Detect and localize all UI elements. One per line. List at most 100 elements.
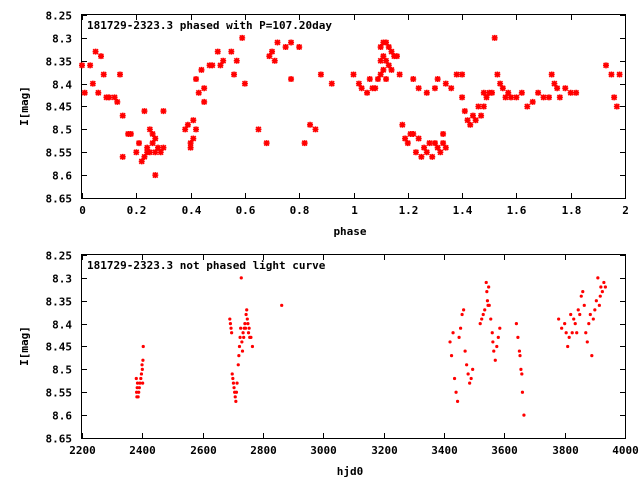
unphased-data-point — [603, 285, 607, 289]
phased-data-point — [437, 149, 444, 156]
phased-y-tick-label: 8.35 — [46, 56, 73, 69]
phased-data-point — [377, 44, 384, 51]
unphased-data-point — [234, 390, 239, 394]
phased-data-point — [385, 44, 392, 51]
phased-data-point — [358, 85, 365, 92]
phased-data-point — [364, 89, 371, 96]
unphased-data-point — [519, 367, 523, 371]
unphased-data-point — [493, 358, 497, 362]
unphased-data-point — [250, 344, 255, 349]
unphased-data-point — [280, 303, 284, 307]
unphased-data-point — [522, 413, 526, 417]
phased-data-point — [187, 140, 194, 147]
unphased-plot-title: 181729-2323.3 not phased light curve — [87, 259, 326, 272]
phased-data-point — [228, 48, 235, 55]
phased-data-point — [545, 94, 552, 101]
unphased-data-point — [457, 335, 461, 339]
unphased-x-tick-label: 3200 — [371, 444, 398, 457]
unphased-x-tick-label: 3800 — [552, 444, 579, 457]
unphased-data-point — [448, 340, 452, 344]
unphased-data-point — [483, 308, 487, 312]
phased-ticks: 0 0.2 0.4 0.6 0.8 1 1.2 1.4 1.6 1.8 2 8.25 8.3 8.35 8.… — [46, 10, 629, 218]
unphased-data-point — [602, 280, 606, 285]
phased-data-point — [412, 149, 419, 156]
unphased-data-point — [137, 390, 141, 394]
phased-x-tick-label: 1 — [351, 204, 358, 217]
unphased-data-point — [487, 285, 491, 289]
phased-data-point — [241, 80, 248, 87]
phased-data-point — [467, 121, 474, 128]
phased-data-point — [193, 76, 200, 83]
phased-data-point — [190, 135, 197, 142]
phased-data-point — [146, 126, 153, 133]
phased-data-point — [274, 39, 281, 46]
unphased-data-point — [240, 340, 244, 344]
unphased-x-tick-label: 2800 — [250, 444, 277, 457]
phased-data-point — [217, 62, 224, 69]
unphased-x-tick-label: 3000 — [310, 444, 337, 457]
unphased-data-point — [246, 322, 250, 326]
unphased-data-point — [463, 349, 467, 353]
phased-data-point — [366, 76, 373, 83]
unphased-light-curve-panel: 181729-2323.3 not phased light curve hjd… — [18, 250, 639, 479]
unphased-data-point — [471, 367, 475, 371]
unphased-data-point — [516, 335, 520, 339]
phased-data-point — [136, 140, 143, 147]
phased-data-point — [79, 62, 85, 69]
unphased-y-tick-label: 8.5 — [52, 364, 72, 377]
phased-data-point — [380, 53, 387, 60]
unphased-y-tick-label: 8.35 — [46, 296, 73, 309]
phased-data-point — [613, 103, 620, 110]
phased-x-tick-label: 1.4 — [453, 204, 473, 217]
phased-data-point — [611, 94, 618, 101]
phased-data-point — [263, 140, 270, 147]
phased-data-point — [423, 149, 430, 156]
unphased-data-point — [599, 285, 603, 289]
phased-data-point — [442, 80, 449, 87]
unphased-data-point — [239, 276, 243, 280]
phased-data-point — [149, 130, 156, 137]
unphased-data-point — [239, 326, 243, 330]
phased-y-tick-label: 8.55 — [46, 147, 73, 160]
unphased-data-point — [576, 308, 580, 312]
unphased-data-point — [496, 335, 500, 339]
phased-data-point — [478, 112, 485, 119]
phased-data-point — [448, 85, 455, 92]
phased-data-point — [195, 89, 202, 96]
phased-data-point — [442, 144, 449, 151]
phased-data-point — [239, 34, 246, 41]
phased-data-point — [483, 94, 490, 101]
phased-y-tick-label: 8.5 — [52, 124, 72, 137]
unphased-data-point — [581, 290, 585, 294]
phased-data-point — [423, 89, 430, 96]
phased-data-point — [98, 53, 105, 60]
unphased-data-point — [498, 326, 502, 330]
phased-data-point — [431, 140, 438, 147]
phased-data-point — [415, 85, 422, 92]
phased-data-point — [119, 153, 126, 160]
phased-data-point — [187, 144, 194, 151]
unphased-data-point — [238, 335, 242, 339]
phased-data-point — [201, 85, 208, 92]
unphased-x-tick-label: 2200 — [69, 444, 96, 457]
phased-data-point — [488, 89, 495, 96]
unphased-data-point — [137, 386, 141, 390]
unphased-data-point — [139, 376, 143, 381]
unphased-ticks: 2200 2400 2600 2800 3000 3200 3400 3600 3800 4000… — [46, 250, 639, 458]
unphased-data-point — [135, 381, 140, 385]
unphased-data-point — [458, 326, 463, 330]
phased-data-point — [87, 62, 94, 69]
unphased-data-point — [594, 299, 598, 303]
phased-data-point — [556, 94, 563, 101]
phased-plot-title: 181729-2323.3 phased with P=107.20day — [87, 19, 332, 32]
unphased-data-point — [466, 372, 470, 376]
unphased-data-point — [234, 399, 238, 403]
unphased-data-point — [569, 312, 573, 317]
phased-data-point — [502, 94, 509, 101]
phased-data-point — [149, 140, 156, 147]
phased-data-point — [220, 57, 227, 64]
phased-data-point — [469, 112, 476, 119]
unphased-data-point — [484, 280, 488, 285]
phased-data-point — [415, 135, 422, 142]
